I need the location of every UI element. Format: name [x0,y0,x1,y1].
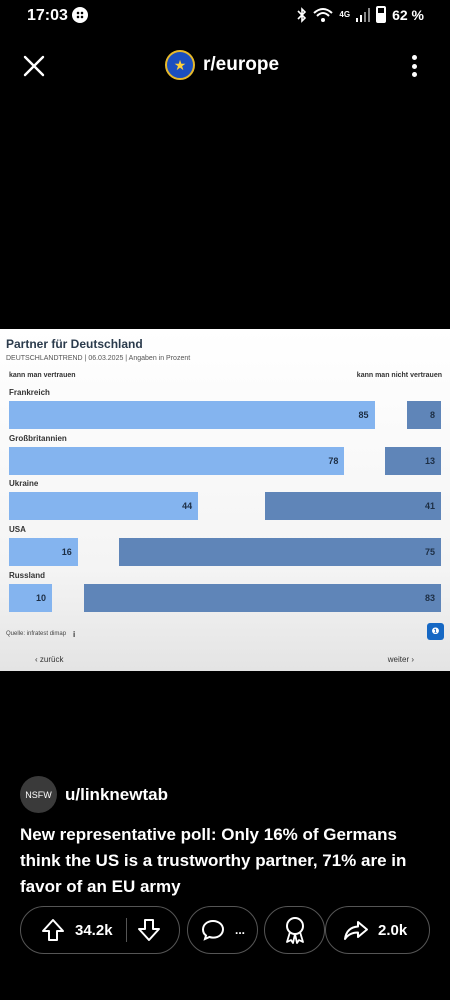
post-author[interactable]: NSFW u/linknewtab [20,776,168,813]
chart-subtitle: DEUTSCHLANDTREND | 06.03.2025 | Angaben … [6,355,191,362]
downvote-button[interactable] [127,918,161,942]
upvote-count: 34.2k [75,921,113,939]
next-label: weiter [387,655,410,664]
more-options-button[interactable] [402,54,426,78]
more-dot [411,72,417,77]
bar-distrust: 8 [406,401,441,429]
back-label: zurück [39,655,64,664]
category-label: Russland [9,570,46,580]
bar-distrust: 83 [84,583,441,612]
battery-level: 62 % [392,6,424,23]
subreddit-name: r/europe [203,54,280,75]
downvote-icon [137,919,160,941]
status-bar: 17:03 4G 62 % [0,0,450,32]
close-button[interactable] [20,52,48,80]
avatar: NSFW [20,776,57,813]
notification-icon [72,7,88,23]
share-icon [344,921,368,940]
bar-distrust: 75 [118,538,441,567]
status-icons: 4G 62 % [297,6,424,23]
category-label: Großbritannien [9,433,67,443]
subreddit-avatar: ★ [165,50,195,80]
chart-title: Partner für Deutschland [6,337,143,351]
comments-button[interactable]: ... [187,906,258,954]
upvote-button[interactable]: 34.2k [21,918,113,942]
category-label: USA [9,525,26,535]
bar-distrust: 41 [264,492,441,521]
post-title: New representative poll: Only 16% of Ger… [20,825,407,896]
more-dot [411,63,417,69]
bar-trust: 44 [9,492,199,521]
battery-icon [376,6,387,23]
bar-trust: 10 [9,583,52,612]
award-icon [285,917,304,944]
chevron-left-icon: ‹ [35,655,40,664]
wifi-icon [313,7,334,22]
post-image[interactable]: Partner für Deutschland DEUTSCHLANDTREND… [0,329,450,671]
comment-count: ... [235,923,246,937]
vote-bar: 34.2k [20,906,180,954]
chart-source: Quelle: infratest dimap [6,631,67,637]
network-type: 4G [339,10,351,19]
share-button[interactable]: 2.0k [325,906,430,954]
bar-distrust: 13 [385,446,441,475]
more-dot [411,55,417,60]
bar-trust: 78 [9,446,345,475]
chevron-right-icon: › [409,655,414,664]
bar-trust: 85 [9,401,375,429]
legend-distrust: kann man nicht vertrauen [356,372,442,379]
top-nav: ★ r/europe [0,44,450,88]
bluetooth-icon [297,6,307,23]
upvote-icon [42,919,64,941]
status-time: 17:03 [27,7,68,24]
close-icon [23,55,45,77]
chart-back-link[interactable]: ‹ zurück [35,655,63,664]
comment-icon [201,919,225,941]
signal-icon [356,7,371,22]
category-label: Frankreich [9,388,50,397]
category-label: Ukraine [9,479,39,489]
ard-logo-icon: ❶ [427,623,444,640]
chart-next-link[interactable]: weiter › [388,655,414,664]
username: u/linknewtab [65,784,168,804]
legend-trust: kann man vertrauen [9,372,76,379]
bar-trust: 16 [9,538,78,567]
info-icon[interactable]: i [73,630,76,639]
share-count: 2.0k [378,921,408,939]
subreddit-link[interactable]: ★ r/europe [165,50,279,80]
vote-divider [125,918,127,942]
award-button[interactable] [264,906,325,954]
